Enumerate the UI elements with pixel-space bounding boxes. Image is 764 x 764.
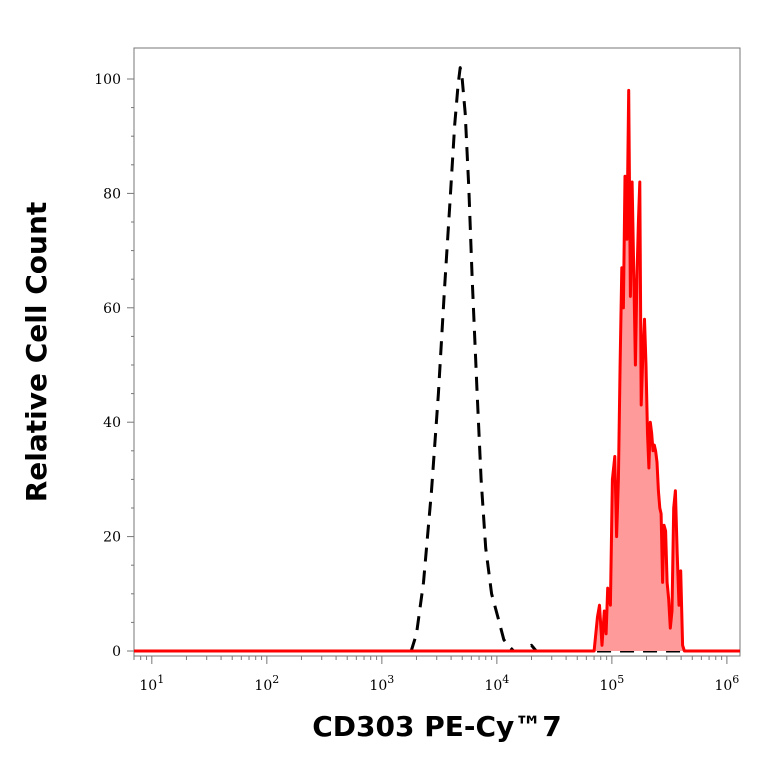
x-tick-label: 101 [139, 673, 164, 694]
series-0-line [134, 66, 740, 653]
y-tick-label: 100 [94, 72, 121, 88]
y-tick-label: 0 [112, 644, 121, 660]
x-tick-label: 102 [254, 673, 279, 694]
series-layer [134, 66, 740, 653]
x-axis-title: CD303 PE-Cy™7 [312, 710, 562, 743]
x-tick-label: 103 [369, 673, 394, 694]
y-axis-ticks: 0 20 40 60 80 100 [94, 72, 134, 660]
series-1-area [134, 90, 740, 651]
y-tick-label: 20 [103, 530, 121, 546]
series-1-line [134, 88, 740, 653]
x-axis-ticks: 101 102 103 104 105 106 [133, 656, 739, 694]
y-tick-label: 40 [103, 415, 121, 431]
x-tick-label: 104 [484, 673, 509, 694]
y-tick-label: 60 [103, 301, 121, 317]
y-tick-label: 80 [103, 186, 121, 202]
x-tick-label: 105 [599, 673, 624, 694]
x-tick-label: 106 [714, 673, 739, 694]
y-axis-title: Relative Cell Count [20, 202, 53, 503]
